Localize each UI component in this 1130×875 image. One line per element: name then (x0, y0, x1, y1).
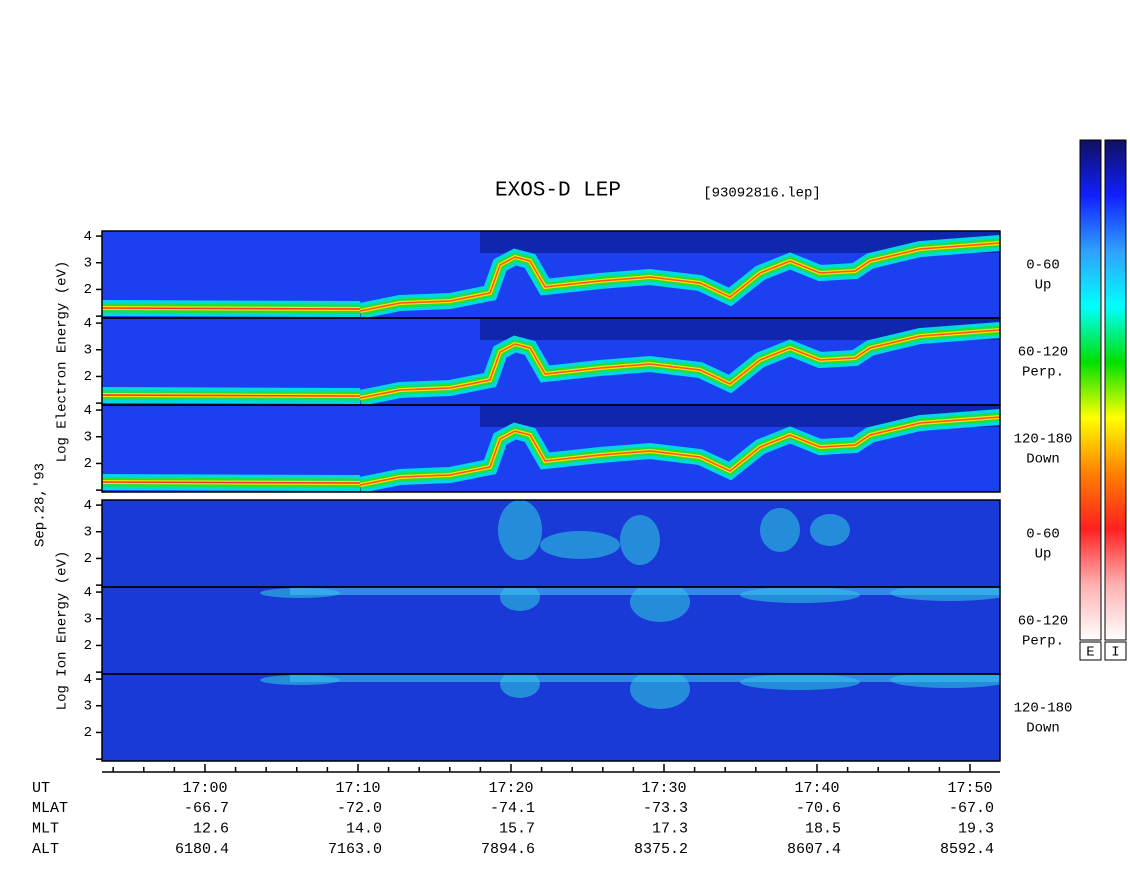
orbit-value: 8607.4 (787, 841, 841, 858)
orbit-row-name: MLAT (32, 800, 68, 817)
panel-label: Up (1035, 278, 1052, 294)
x-tick-label: 17:50 (948, 780, 993, 797)
panel-background (102, 587, 1000, 674)
band (359, 329, 1000, 399)
orbit-value: 12.6 (193, 820, 229, 837)
y-tick-label: 4 (84, 672, 92, 688)
orbit-value: -66.7 (184, 800, 229, 817)
colorbar (1079, 139, 1102, 641)
patch (498, 500, 542, 560)
panel-label: 0-60 (1026, 258, 1060, 274)
y-tick-label: 2 (84, 725, 92, 741)
orbit-value: -70.6 (796, 800, 841, 817)
file-name: [93092816.lep] (703, 186, 821, 202)
x-tick-label: 17:30 (641, 780, 686, 797)
panel-image (102, 231, 1000, 318)
orbit-row-name: ALT (32, 841, 59, 858)
panel-background (102, 674, 1000, 761)
y-axis-label: Log Electron Energy (eV) (55, 261, 71, 463)
patch (630, 587, 690, 622)
panel-label: 60-120 (1018, 614, 1068, 630)
orbit-value: 14.0 (346, 820, 382, 837)
band (102, 481, 361, 484)
band (102, 394, 361, 397)
panel-image (102, 318, 1000, 405)
y-tick-label: 3 (84, 611, 92, 627)
x-tick-label: 17:20 (488, 780, 533, 797)
orbit-row-name: MLT (32, 820, 59, 837)
orbit-value: 7163.0 (328, 841, 382, 858)
upper-band (290, 587, 1000, 595)
patch (620, 515, 660, 565)
panel-frame (101, 404, 1001, 493)
orbit-value: -72.0 (337, 800, 382, 817)
colorbar-label-box (1104, 641, 1127, 661)
patch (810, 514, 850, 546)
y-tick-label: 2 (84, 282, 92, 298)
orbit-value: 15.7 (499, 820, 535, 837)
panel-image (102, 587, 1000, 674)
panel-image (102, 405, 1000, 492)
upper-dark (480, 405, 1000, 427)
orbit-value: -73.3 (643, 800, 688, 817)
x-tick-label: 17:10 (335, 780, 380, 797)
y-axis-label: Log Ion Energy (eV) (55, 551, 71, 711)
colorbar (1104, 139, 1127, 641)
orbit-value: 8592.4 (940, 841, 994, 858)
band (359, 242, 1000, 312)
y-tick-label: 2 (84, 456, 92, 472)
y-tick-label: 2 (84, 638, 92, 654)
y-tick-label: 4 (84, 498, 92, 514)
orbit-value: 7894.6 (481, 841, 535, 858)
panel-label: Perp. (1022, 634, 1064, 650)
panel-label: 120-180 (1014, 432, 1073, 448)
patch (760, 508, 800, 552)
chart-title: EXOS-D LEP (495, 180, 621, 203)
patch (630, 674, 690, 709)
panel-label: Perp. (1022, 365, 1064, 381)
orbit-value: 6180.4 (175, 841, 229, 858)
y-tick-label: 3 (84, 429, 92, 445)
upper-dark (480, 231, 1000, 253)
orbit-value: 17.3 (652, 820, 688, 837)
upper-band (290, 674, 1000, 682)
y-tick-label: 4 (84, 316, 92, 332)
orbit-value: 18.5 (805, 820, 841, 837)
band (102, 307, 361, 310)
orbit-value: 8375.2 (634, 841, 688, 858)
orbit-value: -67.0 (949, 800, 994, 817)
y-tick-label: 2 (84, 369, 92, 385)
panel-label: 120-180 (1014, 701, 1073, 717)
colorbar-label: E (1086, 645, 1094, 661)
x-axis-label: UT (32, 780, 50, 797)
colorbar-label-box (1079, 641, 1102, 661)
y-tick-label: 3 (84, 255, 92, 271)
y-tick-label: 2 (84, 551, 92, 567)
y-tick-label: 4 (84, 403, 92, 419)
colorbar-label: I (1111, 645, 1119, 661)
upper-dark (480, 318, 1000, 340)
x-tick-label: 17:00 (182, 780, 227, 797)
orbit-value: 19.3 (958, 820, 994, 837)
x-tick-label: 17:40 (794, 780, 839, 797)
panel-label: Down (1026, 452, 1060, 468)
panel-label: 60-120 (1018, 345, 1068, 361)
panel-label: 0-60 (1026, 527, 1060, 543)
panel-image (102, 674, 1000, 761)
y-tick-label: 3 (84, 342, 92, 358)
date-label: Sep.28,'93 (33, 463, 49, 547)
panel-label: Down (1026, 721, 1060, 737)
panel-label: Up (1035, 547, 1052, 563)
patch (540, 531, 620, 559)
y-tick-label: 4 (84, 585, 92, 601)
spectrogram (102, 231, 1000, 761)
panel-frame (101, 673, 1001, 762)
y-tick-label: 3 (84, 698, 92, 714)
band (359, 416, 1000, 486)
y-tick-label: 3 (84, 524, 92, 540)
y-tick-label: 4 (84, 229, 92, 245)
orbit-value: -74.1 (490, 800, 535, 817)
panel-image (102, 500, 1000, 587)
